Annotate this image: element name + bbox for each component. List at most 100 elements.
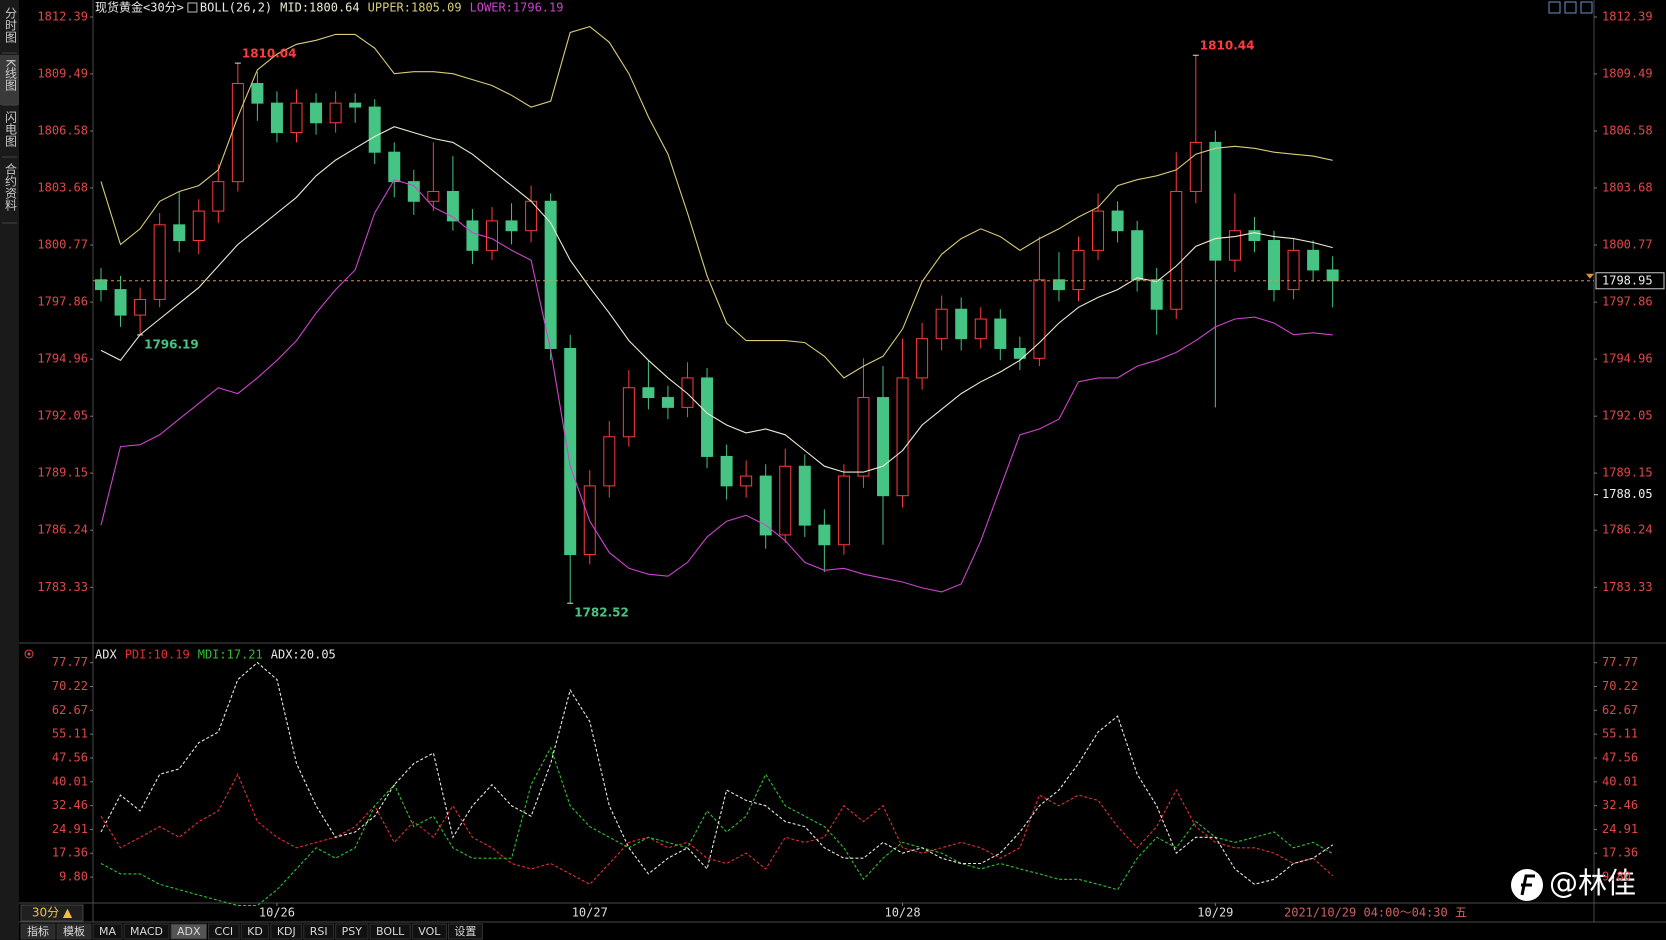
y-tick-label: 1783.33 (37, 580, 88, 594)
tab[interactable]: CCI (208, 923, 240, 940)
y-tick-label: 32.46 (1602, 798, 1638, 812)
tab[interactable]: 设置 (447, 923, 483, 940)
x-tick-label: 10/29 (1197, 906, 1233, 920)
candle-body (1150, 279, 1163, 310)
tab-label[interactable]: VOL (418, 925, 441, 938)
y-tick-label: 1786.24 (1602, 523, 1653, 537)
candle-body (701, 377, 714, 457)
y-tick-label: 40.01 (52, 774, 88, 788)
tab[interactable]: KD (240, 923, 270, 940)
tab-bg (56, 923, 92, 940)
y-tick-label: 1786.24 (37, 523, 88, 537)
y-tick-label: 24.91 (1602, 822, 1638, 836)
sidebar-tab[interactable]: K线图 (4, 59, 18, 91)
y-tick-label: 47.56 (52, 750, 88, 764)
y-tick-label: 24.91 (52, 822, 88, 836)
tab-label[interactable]: 模板 (63, 924, 85, 938)
tab[interactable]: ADX (170, 923, 208, 940)
y-tick-label: 1812.39 (37, 9, 88, 23)
candle-body (603, 436, 616, 487)
sidebar-tab[interactable]: 闪电图 (4, 111, 18, 147)
icon[interactable] (1564, 1, 1577, 14)
y-tick-label: 17.36 (1602, 846, 1638, 860)
tab-label[interactable]: 设置 (454, 925, 476, 938)
candle-body (877, 397, 889, 497)
tab[interactable]: 指标 (20, 923, 56, 940)
tab-label[interactable]: KDJ (277, 925, 296, 938)
candle-body (1092, 210, 1105, 251)
y-tick-label: 9.80 (59, 870, 88, 884)
legend-entry: MDI:17.21 (198, 648, 263, 662)
tab[interactable]: MACD (123, 923, 170, 940)
tab-label[interactable]: CCI (215, 925, 234, 938)
legend-entry: LOWER:1796.19 (470, 1, 564, 15)
y-tick-label: 70.22 (52, 679, 88, 693)
candle-body (1209, 141, 1222, 261)
y-tick-label: 1800.77 (37, 238, 88, 252)
y-tick-label: 1792.05 (1602, 409, 1653, 423)
candle-body (1111, 210, 1124, 232)
candle-body (95, 279, 107, 291)
candle-body (955, 308, 968, 340)
tab-bg (447, 923, 483, 940)
y-tick-label: 62.67 (52, 703, 88, 717)
tab-label[interactable]: MACD (130, 925, 163, 938)
y-tick-label: 1794.96 (37, 352, 88, 366)
logo-mark (1520, 874, 1535, 896)
tab-label[interactable]: RSI (310, 925, 328, 938)
y-tick-label: 1806.58 (1602, 124, 1653, 138)
tab-label[interactable]: MA (99, 925, 116, 938)
tab[interactable]: VOL (411, 923, 447, 940)
tab-label[interactable]: ADX (177, 925, 201, 938)
tab[interactable]: 模板 (56, 923, 92, 940)
tab[interactable]: MA (92, 923, 123, 940)
y-tick-label: 1809.49 (37, 66, 88, 80)
tab[interactable]: BOLL (369, 923, 411, 940)
extreme-label: 1810.44 (1200, 39, 1255, 53)
tab-bg (411, 923, 447, 940)
y-tick-label: 9.80 (1602, 870, 1631, 884)
tab[interactable]: PSY (335, 923, 369, 940)
icon[interactable] (1580, 1, 1593, 14)
tab-label[interactable]: KD (247, 925, 263, 938)
candle-body (1189, 141, 1202, 192)
y-tick-label: 1797.86 (37, 295, 88, 309)
legend-entry: MID:1800.64 (280, 1, 359, 15)
tab-label[interactable]: PSY (342, 925, 363, 938)
period-box[interactable] (20, 904, 84, 922)
y-tick-label: 40.01 (1602, 774, 1638, 788)
icon[interactable] (1548, 1, 1561, 14)
tab[interactable]: RSI (303, 923, 335, 940)
candle-body (192, 210, 205, 242)
candle-body (1268, 240, 1280, 291)
candle-body (622, 387, 635, 438)
candle-body (427, 190, 440, 202)
legend-entry: PDI:10.19 (125, 648, 190, 662)
indicator-line (100, 126, 1333, 473)
indicator-line (100, 746, 1333, 907)
sidebar-tab[interactable]: 合约资料 (4, 162, 18, 211)
candle-body (994, 318, 1007, 349)
legend-entry: ADX:20.05 (271, 648, 336, 662)
candle-body (759, 475, 772, 536)
legend-entry: UPPER:1805.09 (368, 1, 462, 15)
y-tick-label: 1809.49 (1602, 66, 1653, 80)
tab-label[interactable]: 指标 (27, 924, 49, 938)
y-tick-label: 62.67 (1602, 703, 1638, 717)
period[interactable]: 30分 ▲ (32, 906, 73, 920)
tab-label[interactable]: BOLL (376, 925, 405, 938)
y-tick-label: 1789.15 (1602, 466, 1653, 480)
pane-icon (27, 652, 31, 656)
watermark: @林佳 (1549, 866, 1636, 900)
candle-body (505, 220, 518, 232)
sidebar-tab[interactable]: 分时图 (4, 7, 18, 43)
tab[interactable]: KDJ (270, 923, 303, 940)
timestamp: 2021/10/29 04:00～04:30 五 (1284, 906, 1467, 920)
y-tick-label: 1803.68 (1602, 180, 1653, 194)
tab-bg (20, 923, 56, 940)
y-tick-label: 1783.33 (1602, 580, 1653, 594)
candle-body (270, 102, 283, 134)
indicator-icon (187, 2, 198, 13)
